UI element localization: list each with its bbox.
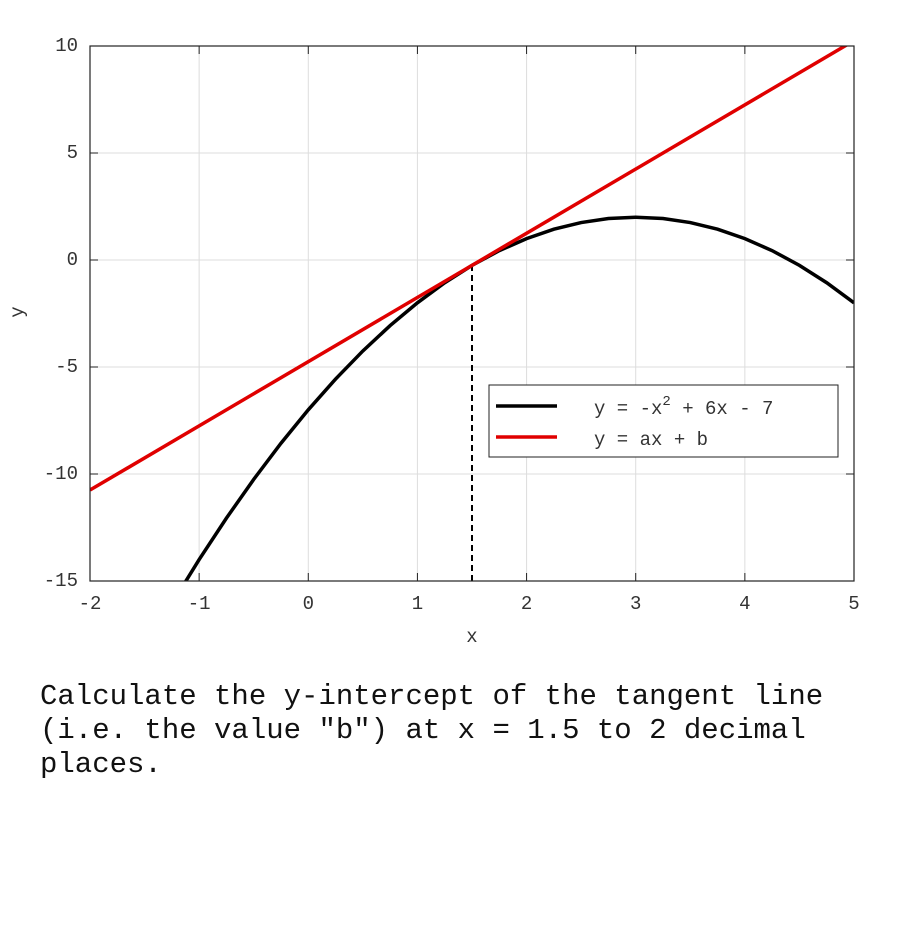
legend-label-part: 2 bbox=[662, 394, 670, 410]
series-line bbox=[183, 215, 854, 581]
x-tick-label: 4 bbox=[739, 593, 750, 615]
legend-label: y = -x2 + 6x - 7 bbox=[594, 394, 773, 420]
plot-frame bbox=[89, 45, 855, 582]
legend-label-part: + 6x - 7 bbox=[671, 398, 774, 420]
y-tick-label: 0 bbox=[67, 249, 78, 271]
y-tick-label: 10 bbox=[55, 35, 78, 57]
legend-label-part: y = -x bbox=[594, 398, 662, 420]
plot-area bbox=[90, 46, 854, 581]
x-tick-label: 5 bbox=[848, 593, 859, 615]
y-tick-label: -5 bbox=[55, 356, 78, 378]
x-tick-label: 3 bbox=[630, 593, 641, 615]
x-axis-label: x bbox=[466, 626, 477, 648]
y-tick-label: 5 bbox=[67, 142, 78, 164]
legend-label: y = ax + b bbox=[594, 429, 708, 451]
y-tick-label: -15 bbox=[44, 570, 78, 592]
question-text: Calculate the y-intercept of the tangent… bbox=[40, 680, 824, 781]
series-line bbox=[90, 46, 849, 492]
x-tick-label: -2 bbox=[79, 593, 102, 615]
x-tick-label: -1 bbox=[188, 593, 211, 615]
y-tick-label: -10 bbox=[44, 463, 78, 485]
x-tick-label: 0 bbox=[303, 593, 314, 615]
x-tick-label: 2 bbox=[521, 593, 532, 615]
y-axis-label: y bbox=[7, 306, 29, 317]
legend: y = -x2 + 6x - 7 y = ax + b bbox=[488, 384, 839, 458]
legend-box bbox=[488, 384, 839, 458]
x-tick-label: 1 bbox=[412, 593, 423, 615]
